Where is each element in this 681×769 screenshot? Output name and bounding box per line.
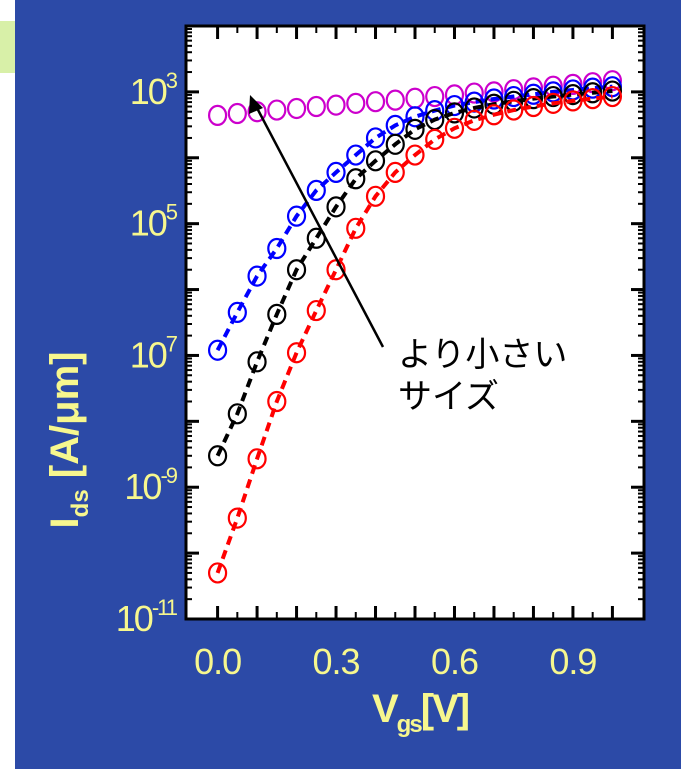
data-point <box>563 83 583 106</box>
data-point <box>425 85 445 108</box>
data-point <box>286 205 307 227</box>
data-point <box>306 179 326 201</box>
y-tick-labels: 103 105 107 10-9 10-11 <box>116 68 180 639</box>
data-point <box>207 104 228 126</box>
annotation-line-2: サイズ <box>398 377 499 417</box>
series-2 <box>207 80 623 467</box>
data-point <box>425 128 445 151</box>
x-tick-label: 0.6 <box>431 641 478 682</box>
data-point <box>464 82 484 104</box>
data-point <box>227 301 247 324</box>
series-1 <box>207 76 623 361</box>
data-point <box>444 117 465 139</box>
side-tab <box>0 21 15 73</box>
data-point <box>267 237 287 260</box>
data-point <box>405 144 425 166</box>
data-point <box>523 88 544 110</box>
data-point <box>326 196 346 218</box>
data-point <box>306 299 326 322</box>
data-point <box>227 102 247 125</box>
data-point <box>583 82 603 104</box>
plot-area <box>184 24 646 621</box>
data-point <box>286 97 307 120</box>
data-point <box>543 85 563 108</box>
data-point <box>207 562 228 584</box>
data-point <box>346 168 366 190</box>
y-tick-label: 103 <box>130 68 178 112</box>
data-point <box>563 90 583 112</box>
data-point <box>464 97 484 119</box>
x-tick-labels: 0.0 0.3 0.6 0.9 <box>194 641 597 682</box>
x-tick-label: 0.3 <box>313 641 360 682</box>
data-point <box>583 88 603 110</box>
data-point <box>484 88 504 110</box>
data-point <box>365 185 386 207</box>
data-point <box>484 104 504 126</box>
data-point <box>326 94 346 116</box>
series-line <box>215 89 613 457</box>
data-point <box>602 70 623 92</box>
data-point <box>385 89 405 111</box>
data-point <box>326 161 346 183</box>
data-point <box>267 303 287 325</box>
data-point <box>227 507 247 529</box>
data-point <box>267 99 287 121</box>
data-point <box>247 265 267 287</box>
x-axis-label: Vgs[V] <box>372 687 469 738</box>
data-point <box>602 80 623 102</box>
data-point <box>504 99 524 121</box>
data-point <box>346 92 366 114</box>
data-point <box>405 118 425 140</box>
y-tick-label: 10-11 <box>116 595 178 639</box>
minor-ticks <box>186 28 644 601</box>
data-point <box>543 92 563 114</box>
data-point <box>207 339 228 361</box>
data-point <box>602 85 623 108</box>
data-point <box>464 109 484 131</box>
data-point <box>504 79 524 101</box>
data-point <box>286 342 307 364</box>
data-point <box>405 106 425 128</box>
data-point <box>385 161 405 183</box>
data-point <box>385 133 405 155</box>
data-point <box>247 448 267 470</box>
series-line <box>215 94 613 574</box>
data-point <box>523 95 544 118</box>
data-point <box>365 91 386 113</box>
annotation-arrow-head <box>249 95 263 114</box>
y-tick-label: 107 <box>130 331 178 375</box>
data-point <box>365 150 386 172</box>
x-tick-label: 0.9 <box>549 641 596 682</box>
data-point <box>444 94 465 117</box>
data-point <box>286 259 307 281</box>
data-point <box>267 390 287 413</box>
series-0 <box>207 70 623 126</box>
x-tick-label: 0.0 <box>194 641 241 682</box>
major-ticks <box>186 24 644 621</box>
data-point <box>563 73 583 95</box>
data-point <box>306 95 326 118</box>
data-point <box>484 81 504 103</box>
y-tick-label: 105 <box>130 200 178 244</box>
y-tick-label: 10-9 <box>124 463 177 507</box>
annotation-arrow-line <box>255 107 385 348</box>
annotation-line-1: より小さい <box>398 335 567 375</box>
data-point <box>346 144 366 166</box>
data-point <box>365 127 386 149</box>
data-point <box>227 403 247 425</box>
data-point <box>207 445 228 467</box>
data-point <box>444 102 465 124</box>
data-point <box>346 217 366 239</box>
y-axis-label: Ids [A/μm] <box>43 352 94 529</box>
data-point <box>247 351 267 373</box>
series-layer <box>207 70 623 584</box>
